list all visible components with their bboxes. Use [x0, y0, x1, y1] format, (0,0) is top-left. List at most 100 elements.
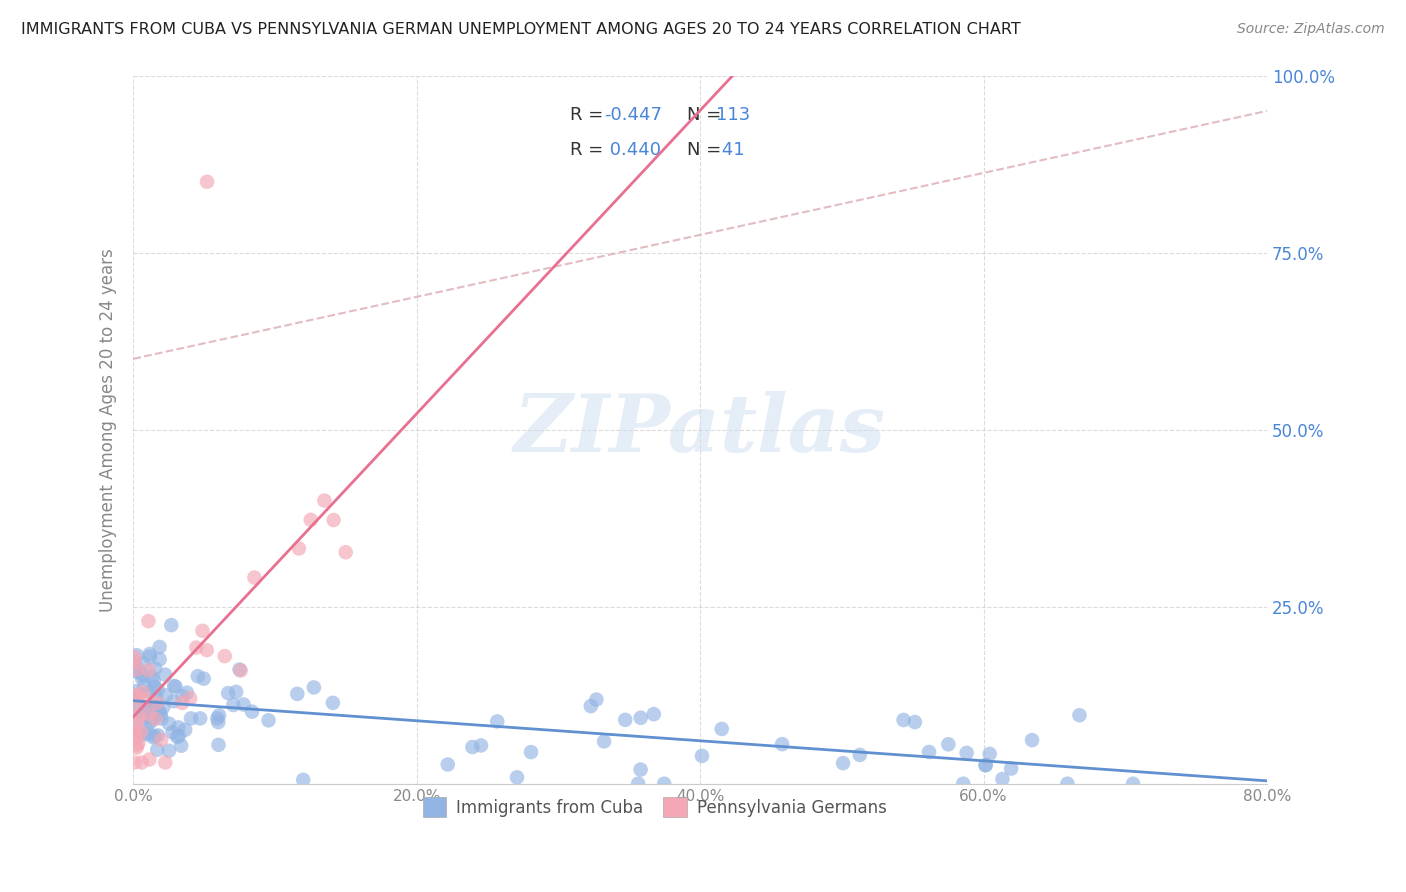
Point — [141, 670, 163, 684]
Point — [146, 683, 169, 698]
Point — [322, 513, 344, 527]
Text: R =: R = — [569, 141, 609, 159]
Point — [152, 700, 174, 714]
Point — [125, 739, 148, 753]
Point — [124, 720, 146, 734]
Point — [138, 614, 160, 628]
Point — [148, 705, 170, 719]
Point — [162, 725, 184, 739]
Point — [710, 722, 733, 736]
Point — [145, 690, 167, 705]
Point — [132, 685, 155, 699]
Point — [180, 711, 202, 725]
Point — [974, 758, 997, 772]
Text: R =: R = — [569, 106, 609, 124]
Point — [143, 661, 166, 675]
Point — [243, 570, 266, 584]
Point — [125, 706, 148, 721]
Point — [893, 713, 915, 727]
Point — [155, 756, 177, 770]
Point — [142, 673, 165, 688]
Point — [690, 748, 713, 763]
Point — [770, 737, 793, 751]
Point — [849, 747, 872, 762]
Point — [166, 730, 188, 744]
Point — [149, 640, 172, 654]
Point — [157, 716, 180, 731]
Point — [127, 698, 149, 712]
Point — [125, 715, 148, 730]
Point — [145, 700, 167, 714]
Point — [1056, 777, 1078, 791]
Text: ZIPatlas: ZIPatlas — [515, 391, 886, 468]
Point — [131, 666, 153, 681]
Point — [257, 714, 280, 728]
Point — [652, 777, 675, 791]
Point — [1122, 777, 1144, 791]
Point — [285, 687, 308, 701]
Point — [232, 698, 254, 712]
Point — [125, 688, 148, 702]
Point — [135, 720, 157, 734]
Point — [132, 656, 155, 670]
Point — [335, 545, 357, 559]
Point — [1021, 733, 1043, 747]
Point — [124, 756, 146, 770]
Point — [214, 649, 236, 664]
Point — [299, 513, 322, 527]
Point — [134, 692, 156, 706]
Point — [936, 737, 959, 751]
Point — [129, 728, 152, 742]
Point — [630, 711, 652, 725]
Point — [155, 689, 177, 703]
Point — [129, 725, 152, 739]
Text: IMMIGRANTS FROM CUBA VS PENNSYLVANIA GERMAN UNEMPLOYMENT AMONG AGES 20 TO 24 YEA: IMMIGRANTS FROM CUBA VS PENNSYLVANIA GER… — [21, 22, 1021, 37]
Point — [643, 707, 665, 722]
Point — [145, 699, 167, 714]
Text: N =: N = — [686, 106, 727, 124]
Point — [127, 736, 149, 750]
Point — [614, 713, 637, 727]
Point — [124, 655, 146, 669]
Point — [134, 710, 156, 724]
Text: 0.440: 0.440 — [603, 141, 661, 159]
Point — [163, 679, 186, 693]
Point — [131, 756, 153, 770]
Point — [124, 723, 146, 738]
Point — [585, 692, 607, 706]
Point — [162, 694, 184, 708]
Point — [217, 686, 239, 700]
Point — [138, 706, 160, 721]
Point — [124, 664, 146, 678]
Point — [579, 699, 602, 714]
Point — [138, 684, 160, 698]
Point — [229, 664, 252, 678]
Point — [146, 728, 169, 742]
Point — [138, 752, 160, 766]
Point — [222, 698, 245, 712]
Point — [191, 624, 214, 638]
Point — [228, 663, 250, 677]
Point — [125, 684, 148, 698]
Point — [486, 714, 509, 729]
Point — [131, 671, 153, 685]
Point — [593, 734, 616, 748]
Point — [302, 681, 325, 695]
Point — [1000, 762, 1022, 776]
Point — [179, 691, 201, 706]
Point — [904, 714, 927, 729]
Point — [461, 740, 484, 755]
Point — [979, 747, 1001, 761]
Point — [150, 732, 173, 747]
Point — [160, 618, 183, 632]
Point — [193, 672, 215, 686]
Point — [125, 659, 148, 673]
Point — [207, 738, 229, 752]
Point — [170, 739, 193, 753]
Text: N =: N = — [686, 141, 727, 159]
Point — [124, 698, 146, 712]
Point — [174, 723, 197, 737]
Point — [146, 743, 169, 757]
Point — [172, 696, 194, 710]
Point — [138, 702, 160, 716]
